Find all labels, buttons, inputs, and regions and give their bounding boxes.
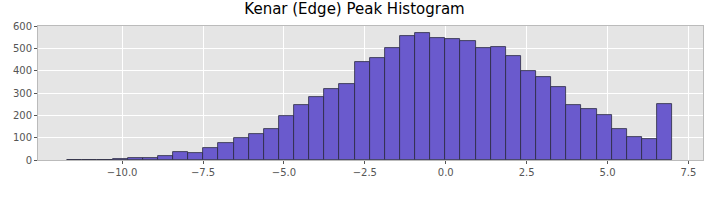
svg-text:Kenar (Edge) Peak Histogram: Kenar (Edge) Peak Histogram	[244, 0, 464, 18]
svg-text:100: 100	[13, 132, 32, 143]
svg-text:−5.0: −5.0	[272, 167, 296, 178]
svg-text:5.0: 5.0	[600, 167, 616, 178]
svg-text:0: 0	[26, 155, 32, 166]
svg-text:−2.5: −2.5	[353, 167, 377, 178]
svg-text:−7.5: −7.5	[191, 167, 215, 178]
svg-text:200: 200	[13, 110, 32, 121]
svg-text:−10.0: −10.0	[107, 167, 138, 178]
svg-text:2.5: 2.5	[519, 167, 535, 178]
svg-text:500: 500	[13, 43, 32, 54]
svg-text:400: 400	[13, 65, 32, 76]
svg-text:7.5: 7.5	[680, 167, 696, 178]
svg-text:600: 600	[13, 21, 32, 32]
svg-text:0.0: 0.0	[438, 167, 454, 178]
svg-text:300: 300	[13, 88, 32, 99]
